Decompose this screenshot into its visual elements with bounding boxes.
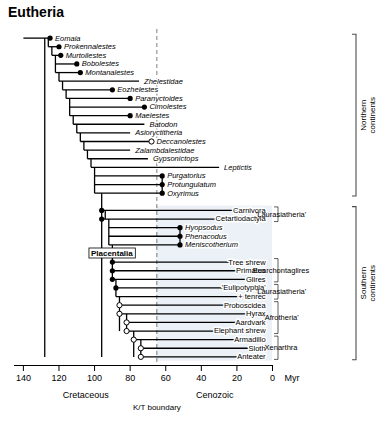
- svg-text:Cretaceous: Cretaceous: [63, 390, 110, 400]
- svg-text:80: 80: [125, 373, 135, 383]
- svg-text:120: 120: [51, 373, 66, 383]
- svg-text:Zalambdalestidae: Zalambdalestidae: [135, 145, 195, 155]
- svg-text:Proboscidea: Proboscidea: [223, 300, 266, 310]
- svg-text:'Laurasiatheria': 'Laurasiatheria': [256, 287, 307, 296]
- svg-text:Xenarthra: Xenarthra: [265, 343, 299, 352]
- svg-text:Cimolestes: Cimolestes: [149, 102, 187, 112]
- html-text:Eutheria: Eutheria: [8, 4, 64, 20]
- svg-text:'Eulipotyphla': 'Eulipotyphla': [221, 283, 266, 293]
- svg-text:40: 40: [196, 373, 206, 383]
- svg-text:'Laurasiatheria': 'Laurasiatheria': [256, 210, 307, 219]
- svg-text:Eomaia: Eomaia: [55, 33, 81, 43]
- svg-text:Protungulatum: Protungulatum: [167, 180, 216, 189]
- svg-text:Southerncontinents: Southerncontinents: [359, 265, 377, 301]
- svg-text:Meniscotherium: Meniscotherium: [185, 240, 238, 249]
- svg-text:Euarchontaglires: Euarchontaglires: [253, 266, 310, 275]
- svg-text:Aardvark: Aardvark: [235, 317, 266, 327]
- svg-text:Prokennalestes: Prokennalestes: [64, 42, 116, 52]
- svg-text:Cetartiodactyla: Cetartiodactyla: [215, 214, 266, 224]
- svg-text:20: 20: [232, 373, 242, 383]
- svg-text:Armadillo: Armadillo: [234, 335, 266, 345]
- svg-text:140: 140: [16, 373, 31, 383]
- svg-text:Gypsonictops: Gypsonictops: [153, 154, 199, 163]
- svg-text:Maelestes: Maelestes: [135, 111, 170, 121]
- svg-text:Leptictis: Leptictis: [224, 163, 252, 172]
- svg-text:Murtoilestes: Murtoilestes: [65, 50, 107, 60]
- svg-text:Purgatorius: Purgatorius: [167, 171, 206, 181]
- svg-text:Batodon: Batodon: [149, 119, 178, 129]
- svg-text:100: 100: [87, 373, 102, 383]
- svg-text:Paranyctoides: Paranyctoides: [135, 93, 183, 103]
- svg-text:Oxyrimus: Oxyrimus: [167, 189, 199, 198]
- svg-text:Placentalia: Placentalia: [91, 249, 133, 258]
- svg-text:Glires: Glires: [246, 274, 266, 284]
- svg-text:Zhelestidae: Zhelestidae: [144, 76, 183, 86]
- svg-text:Phenacodus: Phenacodus: [185, 231, 227, 241]
- svg-text:Bobolestes: Bobolestes: [81, 59, 119, 69]
- svg-text:Sloth: Sloth: [248, 343, 266, 353]
- svg-text:60: 60: [161, 373, 171, 383]
- svg-text:Cenozoic: Cenozoic: [196, 390, 234, 400]
- svg-text:Anteater: Anteater: [237, 352, 266, 361]
- svg-text:Eozhelestes: Eozhelestes: [117, 85, 159, 95]
- svg-text:Hyopsodus: Hyopsodus: [185, 223, 223, 233]
- svg-text:'Afrotheria': 'Afrotheria': [263, 313, 299, 322]
- svg-text:Deccanolestes: Deccanolestes: [156, 136, 206, 146]
- svg-text:Myr: Myr: [285, 373, 300, 383]
- svg-text:Tree shrew: Tree shrew: [228, 257, 266, 267]
- svg-text:Elephant shrew: Elephant shrew: [213, 326, 266, 336]
- svg-text:Northerncontinents: Northerncontinents: [359, 97, 377, 133]
- svg-text:Montanalestes: Montanalestes: [85, 68, 134, 77]
- svg-text:0: 0: [270, 373, 275, 383]
- svg-text:K/T boundary: K/T boundary: [133, 403, 181, 412]
- svg-text:Asioryctitheria: Asioryctitheria: [135, 128, 183, 138]
